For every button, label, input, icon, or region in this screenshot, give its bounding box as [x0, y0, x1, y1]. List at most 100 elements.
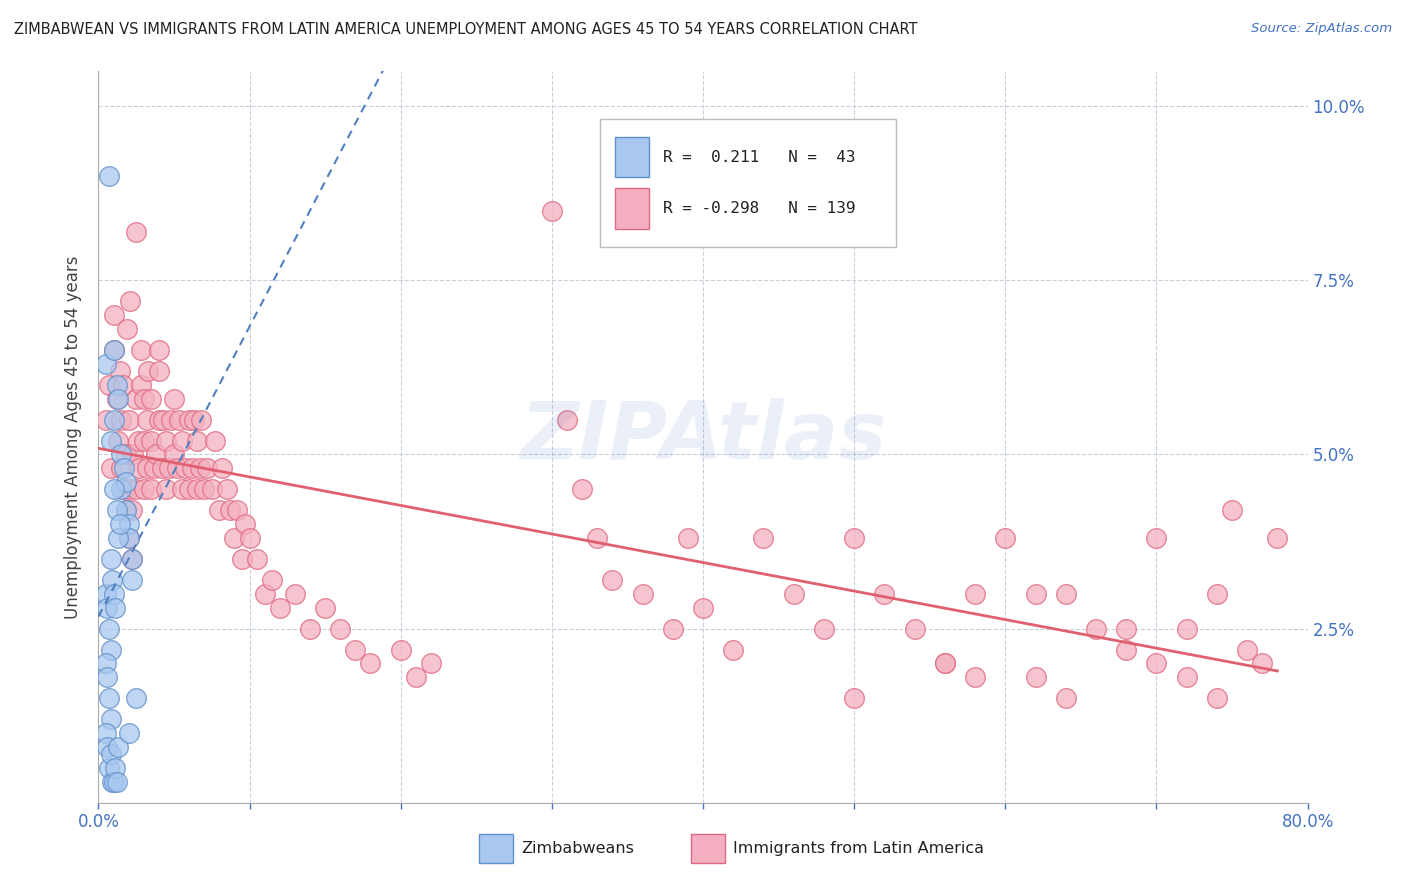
Point: [844, 691, 866, 706]
Point: [94, 657, 117, 671]
Point: [94, 357, 117, 371]
Point: [94, 587, 117, 601]
Text: R = -0.298   N = 139: R = -0.298 N = 139: [664, 201, 856, 216]
Point: [110, 461, 132, 475]
Point: [136, 364, 159, 378]
Point: [100, 747, 122, 761]
Point: [224, 531, 246, 545]
Point: [166, 461, 188, 475]
Point: [121, 573, 143, 587]
Point: [193, 483, 215, 497]
Point: [692, 600, 714, 615]
Point: [96, 600, 118, 615]
Bar: [479, 833, 513, 863]
Point: [1206, 691, 1229, 706]
Point: [94, 726, 117, 740]
Point: [934, 657, 956, 671]
FancyBboxPatch shape: [600, 119, 897, 247]
Point: [661, 622, 683, 636]
Point: [100, 434, 122, 448]
Point: [132, 392, 155, 406]
Point: [1054, 691, 1077, 706]
Point: [104, 600, 127, 615]
Point: [813, 622, 835, 636]
Point: [148, 364, 170, 378]
Point: [98, 169, 121, 183]
Point: [127, 434, 149, 448]
Point: [112, 461, 135, 475]
Point: [110, 483, 132, 497]
Point: [105, 775, 128, 789]
Point: [103, 308, 125, 322]
Point: [118, 726, 141, 740]
Point: [965, 670, 987, 684]
Point: [219, 503, 242, 517]
Point: [204, 434, 226, 448]
Point: [152, 412, 174, 426]
Point: [107, 740, 129, 755]
Point: [173, 461, 195, 475]
Point: [1144, 531, 1167, 545]
Point: [170, 483, 193, 497]
Point: [135, 412, 157, 426]
Point: [118, 531, 141, 545]
Point: [103, 412, 125, 426]
Point: [723, 642, 745, 657]
Point: [873, 587, 896, 601]
Point: [181, 461, 204, 475]
Point: [100, 552, 122, 566]
Point: [904, 622, 927, 636]
Point: [190, 412, 212, 426]
Point: [631, 587, 654, 601]
Point: [360, 657, 382, 671]
Point: [208, 503, 231, 517]
Point: [108, 517, 131, 532]
Point: [540, 203, 562, 218]
Point: [253, 587, 276, 601]
Text: Source: ZipAtlas.com: Source: ZipAtlas.com: [1251, 22, 1392, 36]
Point: [98, 622, 121, 636]
Point: [132, 483, 155, 497]
Point: [179, 483, 201, 497]
Point: [1267, 531, 1289, 545]
Point: [934, 657, 956, 671]
Point: [752, 531, 775, 545]
Point: [96, 670, 118, 684]
Point: [145, 448, 167, 462]
Point: [100, 712, 122, 726]
Point: [104, 761, 127, 775]
Point: [170, 434, 193, 448]
Bar: [614, 188, 648, 228]
Point: [246, 552, 269, 566]
Point: [314, 600, 336, 615]
Text: R =  0.211   N =  43: R = 0.211 N = 43: [664, 150, 856, 165]
Point: [141, 392, 163, 406]
Point: [1175, 622, 1198, 636]
Point: [148, 343, 170, 357]
Point: [179, 412, 201, 426]
Point: [1054, 587, 1077, 601]
Point: [105, 377, 128, 392]
Point: [284, 587, 307, 601]
Point: [98, 377, 121, 392]
Point: [105, 392, 128, 406]
Point: [111, 377, 134, 392]
Point: [159, 461, 181, 475]
Point: [344, 642, 367, 657]
Point: [155, 434, 177, 448]
Point: [114, 475, 136, 490]
Point: [132, 434, 155, 448]
Point: [107, 392, 129, 406]
Point: [103, 343, 125, 357]
Point: [114, 503, 136, 517]
Point: [1024, 670, 1046, 684]
Point: [96, 740, 118, 755]
Point: [135, 461, 157, 475]
Point: [226, 503, 249, 517]
Point: [1115, 622, 1137, 636]
Point: [239, 531, 262, 545]
Point: [115, 322, 138, 336]
Point: [118, 531, 141, 545]
Point: [994, 531, 1017, 545]
Point: [125, 483, 148, 497]
